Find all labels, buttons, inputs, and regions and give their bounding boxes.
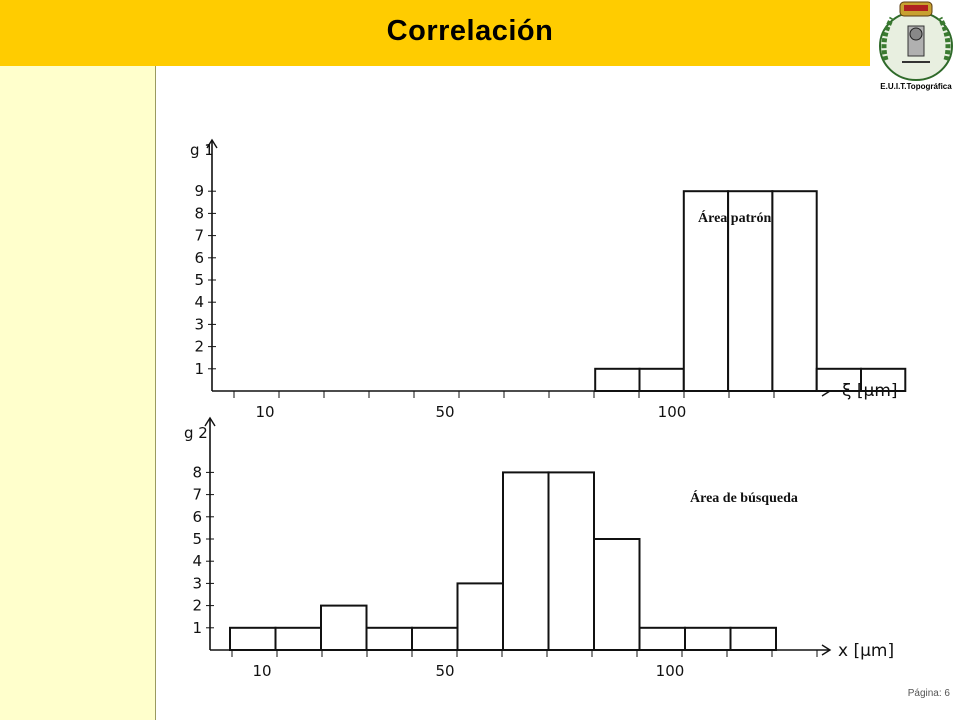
y-tick-label: 4 [192, 552, 202, 570]
y-tick-label: 7 [194, 227, 204, 245]
y-tick-label: 8 [194, 204, 204, 222]
x-tick-label: 10 [255, 403, 274, 421]
title-bar [0, 0, 870, 66]
histogram-bar [682, 190, 730, 392]
y-tick-label: 1 [192, 619, 202, 637]
y-tick-label: 1 [194, 360, 204, 378]
y-tick-label: 2 [192, 597, 202, 615]
y-axis-top-label: g 2 [184, 424, 208, 442]
histogram-bar [274, 626, 322, 651]
histogram-area-busqueda: 1 2 3 4 5 6 7 8 10 50 100 Área de búsqueda x [μm] g 2 [184, 416, 894, 680]
histogram-bar [684, 626, 732, 651]
y-axis-arrow [206, 138, 218, 149]
y-tick-label: 7 [192, 486, 202, 504]
y-tick-label: 6 [192, 508, 202, 526]
x-tick-label: 50 [435, 662, 454, 680]
histogram-bar [502, 471, 550, 651]
histogram-bar [771, 190, 818, 392]
school-crest-icon [879, 1, 953, 81]
histogram-bar [320, 604, 368, 651]
histogram-area-patron: 1 2 3 4 5 6 7 8 9 10 50 100 Área patrón ξ [μm] g 1 [190, 138, 907, 421]
histogram-bar [638, 626, 686, 651]
slide-title: Correlación [386, 15, 554, 47]
x-axis-arrow [821, 644, 832, 656]
histogram-bar [727, 190, 774, 392]
y-tick-label: 9 [194, 182, 204, 200]
y-tick-label: 5 [192, 530, 202, 548]
logo-caption: E.U.I.T.Topográfica [880, 82, 952, 91]
x-axis-label: ξ [μm] [842, 381, 898, 401]
x-axis-label: x [μm] [838, 641, 894, 661]
x-tick-label: 100 [658, 403, 687, 421]
y-tick-label: 6 [194, 249, 204, 267]
histogram-bar [411, 626, 459, 651]
y-tick-label: 8 [192, 463, 202, 481]
y-tick-label: 3 [194, 315, 204, 333]
histogram-bar [456, 582, 504, 652]
y-tick-label: 2 [194, 338, 204, 356]
histogram-bar [860, 367, 907, 392]
y-axis-arrow [204, 416, 216, 427]
chart-label: Área de búsqueda [690, 489, 798, 506]
sidebar-panel [0, 66, 156, 720]
chart-label: Área patrón [698, 209, 771, 226]
histogram-bar [547, 471, 595, 651]
y-tick-label: 4 [194, 293, 204, 311]
histogram-bar [638, 367, 685, 392]
histogram-bar [594, 367, 641, 392]
histogram-bar [729, 626, 777, 651]
histogram-bar [365, 626, 413, 651]
y-tick-label: 3 [192, 574, 202, 592]
x-tick-label: 10 [252, 662, 271, 680]
x-tick-label: 100 [656, 662, 685, 680]
y-axis-top-label: g 1 [190, 141, 214, 159]
histogram-bar [593, 538, 641, 651]
histogram-bar [229, 626, 277, 651]
y-tick-label: 5 [194, 271, 204, 289]
page-number: Página: 6 [907, 688, 950, 699]
x-tick-label: 50 [435, 403, 454, 421]
